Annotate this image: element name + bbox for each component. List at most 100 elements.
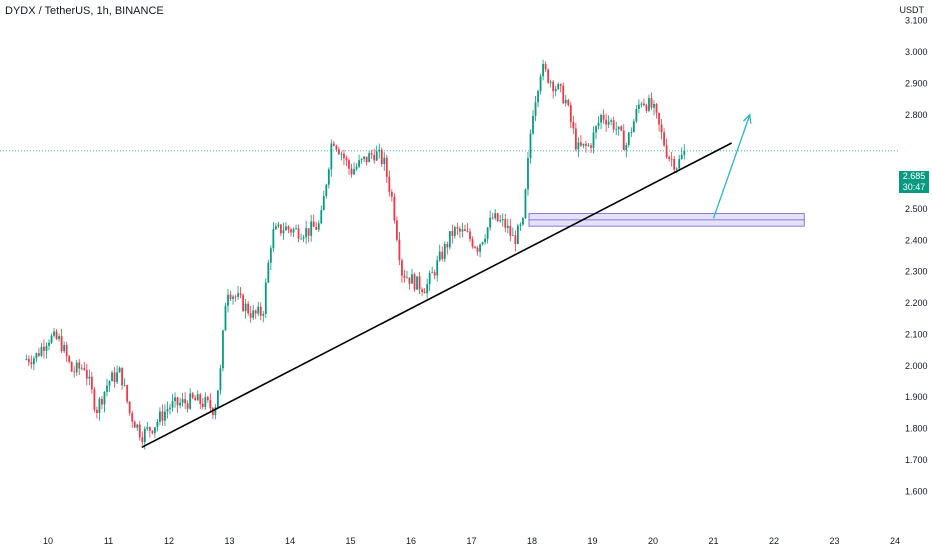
candle-body	[338, 149, 340, 155]
candle-body	[365, 156, 368, 163]
candle-body	[48, 342, 50, 346]
candle-body	[620, 126, 623, 131]
candle-body	[332, 143, 335, 146]
candle-body	[398, 239, 401, 261]
candle-body	[206, 397, 209, 400]
candle-body	[181, 399, 184, 403]
x-tick-label: 10	[43, 536, 53, 546]
candle-body	[335, 145, 338, 150]
candle-body	[668, 157, 671, 159]
candle-body	[511, 235, 514, 237]
candle-body	[290, 229, 292, 233]
candle-body	[569, 105, 572, 122]
candle-body	[116, 372, 118, 383]
candle-body	[330, 143, 333, 170]
candle-body	[53, 331, 55, 336]
candle-body	[504, 219, 507, 228]
candle-body	[428, 272, 431, 285]
x-tick-label: 12	[164, 536, 174, 546]
time-axis: 10 11 12 13 14 15 16 17 18 19 20 21 22 23 24	[43, 536, 900, 546]
x-tick-label: 16	[406, 536, 416, 546]
candle-body	[148, 427, 151, 431]
candle-body	[622, 130, 625, 151]
y-tick-label: 2.200	[905, 298, 928, 308]
candle-body	[489, 217, 492, 228]
y-tick-label: 2.900	[905, 78, 928, 88]
candle-body	[90, 376, 93, 390]
candle-body	[194, 397, 197, 401]
candle-body	[426, 284, 429, 294]
candle-body	[191, 393, 194, 398]
projection-arrow-line	[712, 114, 751, 219]
candle-body	[506, 225, 509, 228]
candle-body	[222, 330, 224, 369]
candle-body	[300, 238, 302, 240]
candle-body	[111, 372, 113, 382]
y-tick-label: 2.400	[905, 235, 928, 245]
candle-body	[292, 229, 295, 233]
candle-body	[242, 294, 245, 312]
candle-body	[461, 229, 464, 232]
currency-label: USDT	[899, 5, 925, 15]
candle-body	[201, 403, 204, 407]
x-tick-label: 14	[285, 536, 295, 546]
candle-body	[516, 225, 519, 245]
candle-body	[310, 221, 313, 236]
x-tick-label: 24	[890, 536, 900, 546]
y-tick-label: 2.500	[905, 204, 928, 214]
y-tick-label: 2.800	[905, 110, 928, 120]
candle-body	[683, 150, 686, 155]
candle-body	[277, 224, 280, 227]
candle-body	[501, 219, 504, 221]
candle-body	[675, 168, 678, 170]
candle-body	[121, 367, 124, 386]
candle-body	[375, 151, 378, 161]
candle-body	[325, 184, 328, 197]
candle-body	[627, 132, 630, 146]
candle-body	[169, 407, 171, 410]
candle-body	[610, 120, 613, 122]
y-tick-label: 2.000	[905, 361, 928, 371]
candle-body	[529, 133, 532, 159]
x-tick-label: 11	[104, 536, 113, 546]
y-tick-label: 1.800	[905, 424, 928, 434]
candle-body	[151, 430, 154, 434]
candle-body	[577, 142, 580, 150]
candle-body	[587, 145, 590, 147]
candle-body	[499, 220, 502, 222]
candle-body	[597, 122, 600, 127]
y-tick-label: 1.900	[905, 392, 928, 402]
candle-body	[406, 277, 408, 279]
candle-body	[358, 160, 360, 167]
candle-body	[539, 76, 542, 92]
candle-body	[108, 381, 111, 386]
candle-body	[348, 160, 350, 169]
candle-body	[630, 132, 633, 133]
candle-body	[229, 294, 232, 299]
candle-body	[650, 98, 653, 108]
candle-body	[476, 247, 479, 252]
candle-body	[269, 248, 272, 263]
candle-body	[469, 231, 471, 240]
symbol-title: DYDX / TetherUS, 1h, BINANCE	[5, 5, 164, 17]
candle-body	[196, 394, 199, 401]
candle-body	[55, 331, 58, 340]
candle-body	[403, 275, 406, 278]
candle-body	[176, 397, 179, 406]
candle-body	[383, 157, 386, 165]
candle-body	[390, 191, 393, 197]
candle-body	[350, 168, 353, 175]
candle-body	[360, 159, 363, 161]
candle-body	[368, 153, 371, 163]
candle-body	[600, 115, 602, 123]
candle-body	[98, 398, 101, 413]
candle-body	[80, 367, 83, 369]
candle-body	[83, 367, 86, 370]
candle-body	[486, 227, 489, 239]
candle-body	[615, 129, 618, 131]
candle-body	[459, 228, 461, 232]
y-tick-label: 2.100	[905, 329, 928, 339]
candle-body	[607, 121, 610, 125]
x-tick-label: 19	[587, 536, 597, 546]
